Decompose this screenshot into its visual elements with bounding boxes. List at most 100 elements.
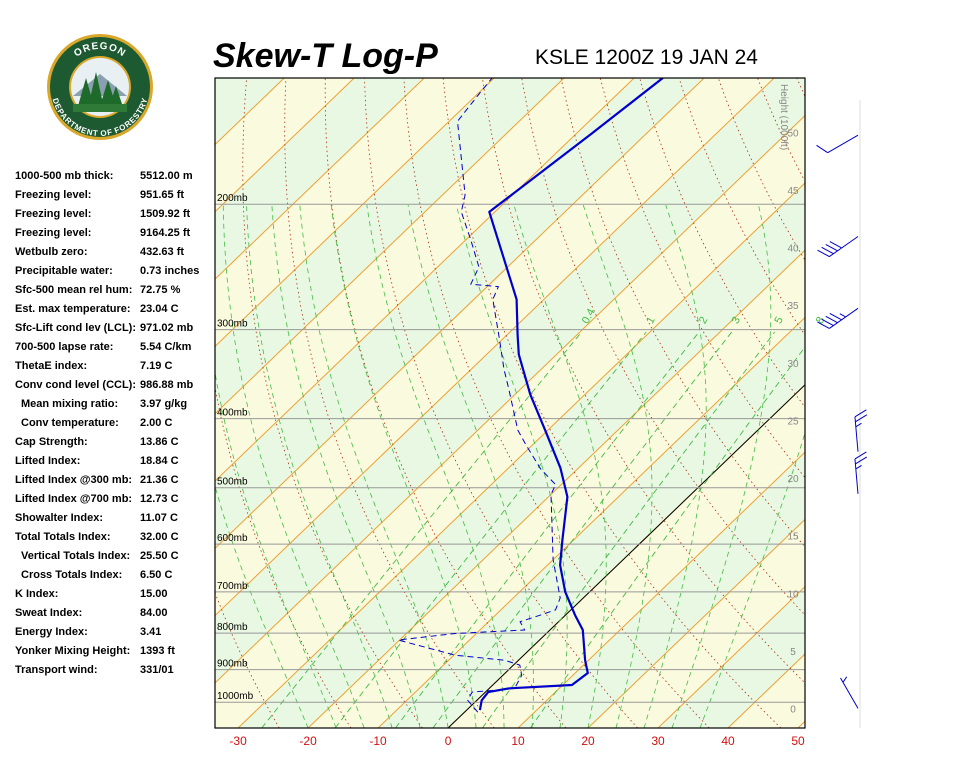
x-tick-label: -20	[299, 734, 317, 748]
mixing-ratio-label: 5	[772, 315, 785, 326]
wind-barb	[817, 236, 859, 258]
index-label: Showalter Index:	[15, 512, 103, 524]
index-label: Freezing level:	[15, 189, 91, 201]
x-tick-label: 40	[721, 734, 735, 748]
index-value: 432.63 ft	[140, 246, 184, 258]
x-tick-label: 50	[791, 734, 805, 748]
y-tick-label: 400mb	[217, 408, 248, 419]
isotherm	[657, 585, 805, 728]
x-tick-label: 0	[445, 734, 452, 748]
index-value: 7.19 C	[140, 360, 172, 372]
wind-barb	[854, 409, 868, 452]
index-label: Sfc-500 mean rel hum:	[15, 284, 132, 296]
moist-adiabat	[215, 369, 337, 728]
mixing-ratio-line	[530, 346, 805, 728]
x-tick-label: 20	[581, 734, 595, 748]
height-tick-label: 15	[787, 532, 799, 543]
index-value: 1393 ft	[140, 645, 175, 657]
isotherm	[377, 316, 805, 728]
axis-labels: -30 -20 -10 0 10 20 30 40 500.4 1 2 3 5 81000mb900mb8…	[217, 128, 827, 748]
x-tick-label: 10	[511, 734, 525, 748]
mixing-ratio-label: 3	[730, 315, 743, 326]
y-tick-label: 700mb	[217, 581, 248, 592]
index-label: Sfc-Lift cond lev (LCL):	[15, 322, 136, 334]
moist-adiabat	[643, 204, 707, 728]
height-tick-label: 0	[790, 705, 796, 716]
index-value: 5.54 C/km	[140, 341, 192, 353]
moist-adiabat	[582, 204, 653, 728]
dry-adiabat	[639, 78, 805, 408]
isotherm	[797, 720, 805, 728]
index-value: 6.50 C	[140, 569, 172, 581]
isotherm	[215, 78, 355, 213]
logo-ground	[73, 104, 127, 112]
mixing-ratio-line	[261, 331, 582, 728]
index-label: Cross Totals Index:	[21, 569, 122, 581]
mixing-ratio-label: 1	[644, 315, 657, 326]
index-label: Precipitable water:	[15, 265, 113, 277]
index-value: 3.41	[140, 626, 161, 638]
plot-frame	[214, 77, 806, 729]
profiles	[397, 78, 664, 713]
isotherm	[215, 78, 425, 280]
index-value: 2.00 C	[140, 417, 172, 429]
index-value: 3.97 g/kg	[140, 398, 187, 410]
index-label: Freezing level:	[15, 208, 91, 220]
y-tick-label: 900mb	[217, 659, 248, 670]
mixing-ratio-line	[395, 331, 700, 728]
isotherm	[517, 451, 805, 728]
index-label: Yonker Mixing Height:	[15, 645, 130, 657]
index-label: Mean mixing ratio:	[21, 398, 118, 410]
isotherm	[215, 78, 565, 415]
height-tick-label: 35	[787, 301, 799, 312]
dry-adiabat	[915, 78, 960, 728]
height-tick-label: 10	[787, 589, 799, 600]
y-tick-label: 800mb	[217, 622, 248, 633]
mixing-ratio-label: 2	[697, 315, 710, 326]
index-value: 1509.92 ft	[140, 208, 190, 220]
index-label: 700-500 lapse rate:	[15, 341, 113, 353]
index-value: 986.88 mb	[140, 379, 193, 391]
height-tick-label: 5	[790, 647, 796, 658]
isotherm	[587, 518, 805, 728]
wind-barb	[816, 134, 859, 154]
moist-adiabat	[330, 205, 477, 728]
isotherm	[215, 78, 495, 348]
x-tick-label: -30	[229, 734, 247, 748]
mixing-ratio-line	[432, 331, 733, 728]
index-value: 12.73 C	[140, 493, 179, 505]
y-tick-label: 200mb	[217, 193, 248, 204]
wind-barb	[854, 451, 868, 494]
height-tick-label: 20	[787, 474, 799, 485]
index-label: Lifted Index:	[15, 455, 80, 467]
dry-adiabat	[796, 78, 805, 98]
index-value: 951.65 ft	[140, 189, 184, 201]
wind-barbs	[816, 134, 868, 709]
dry-adiabat	[836, 78, 960, 728]
logo: OREGON DEPARTMENT OF FORESTRY	[47, 34, 153, 140]
chart-subtitle: KSLE 1200Z 19 JAN 24	[535, 46, 758, 69]
dry-adiabat	[324, 78, 567, 728]
index-label: 1000-500 mb thick:	[15, 170, 113, 182]
index-value: 0.73 inches	[140, 265, 199, 277]
index-label: Conv temperature:	[21, 417, 119, 429]
y-tick-label: 600mb	[217, 533, 248, 544]
index-value: 5512.00 m	[140, 170, 193, 182]
index-value: 84.00	[140, 607, 168, 619]
index-label: Freezing level:	[15, 227, 91, 239]
index-value: 13.86 C	[140, 436, 179, 448]
moist-adiabat	[215, 484, 309, 728]
mixing-ratio-line	[334, 331, 647, 728]
index-label: ThetaE index:	[15, 360, 87, 372]
moist-adiabat	[366, 205, 505, 728]
index-label: Sweat Index:	[15, 607, 82, 619]
moist-adiabat	[222, 205, 365, 728]
moist-adiabat	[246, 205, 393, 728]
index-value: 25.50 C	[140, 550, 179, 562]
y-tick-label: 1000mb	[217, 691, 254, 702]
dry-adiabat	[284, 78, 495, 728]
dry-adiabat	[678, 78, 805, 336]
dry-adiabat	[876, 78, 960, 728]
index-value: 331/01	[140, 664, 174, 676]
